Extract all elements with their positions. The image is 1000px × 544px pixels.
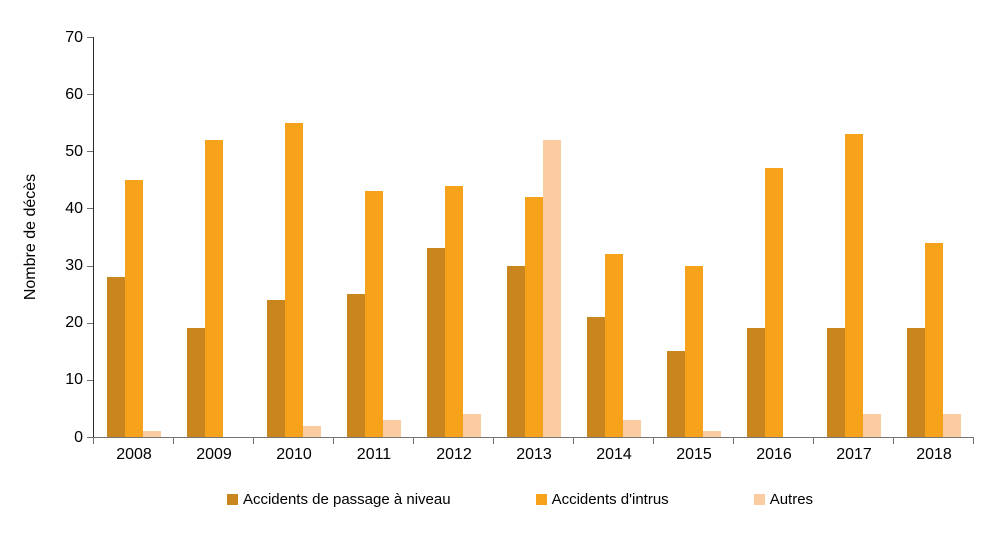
y-tick-label: 60	[65, 85, 83, 103]
y-tick-mark	[87, 265, 93, 267]
legend-swatch-icon	[753, 494, 765, 505]
bar	[187, 328, 205, 437]
legend-label: Accidents de passage à niveau	[242, 491, 451, 508]
bar	[445, 185, 463, 437]
y-tick-label: 30	[65, 257, 83, 275]
y-tick-mark	[87, 322, 93, 324]
bar	[907, 328, 925, 437]
bar	[747, 328, 765, 437]
bar	[507, 265, 525, 437]
x-axis-label: 2014	[596, 446, 632, 463]
legend-swatch-icon	[535, 494, 547, 505]
bar	[205, 139, 223, 437]
bar	[685, 265, 703, 437]
bar	[623, 419, 641, 437]
y-tick-label: 0	[74, 428, 83, 446]
legend-item: Accidents d'intrus	[535, 491, 669, 508]
legend: Accidents de passage à niveau Accidents d…	[0, 491, 1000, 508]
x-tick-mark	[93, 438, 94, 444]
bar	[303, 425, 321, 437]
y-tick-label: 70	[65, 28, 83, 46]
x-axis-label: 2013	[516, 446, 552, 463]
category-group	[414, 37, 494, 437]
category-group	[174, 37, 254, 437]
x-axis-label: 2016	[756, 446, 792, 463]
bar	[587, 317, 605, 437]
x-tick-mark	[253, 438, 254, 444]
bar	[463, 414, 481, 437]
y-tick-mark	[87, 208, 93, 210]
bar	[543, 139, 561, 437]
y-tick-mark	[87, 151, 93, 153]
x-tick-mark	[333, 438, 334, 444]
bar	[267, 299, 285, 437]
category-group	[654, 37, 734, 437]
bar	[925, 242, 943, 437]
category-group	[94, 37, 174, 437]
x-axis-label: 2012	[436, 446, 472, 463]
y-tick-label: 50	[65, 142, 83, 160]
bar	[365, 191, 383, 437]
bar	[765, 168, 783, 437]
legend-label: Autres	[769, 491, 814, 508]
x-axis-labels: 2008 2009 2010 2011 2012 2013 2014 2015 2016 2017…	[94, 446, 974, 464]
legend-swatch-icon	[226, 494, 238, 505]
bar	[863, 414, 881, 437]
x-axis-label: 2015	[676, 446, 712, 463]
x-tick-mark	[893, 438, 894, 444]
y-axis-line	[93, 37, 94, 438]
bar	[943, 414, 961, 437]
y-tick-label: 10	[65, 371, 83, 389]
y-tick-mark	[87, 379, 93, 381]
x-tick-mark	[173, 438, 174, 444]
x-axis-label: 2008	[116, 446, 152, 463]
category-group	[894, 37, 974, 437]
x-tick-mark	[493, 438, 494, 444]
category-group	[574, 37, 654, 437]
x-tick-mark	[973, 438, 974, 444]
x-tick-mark	[413, 438, 414, 444]
bar	[125, 179, 143, 437]
bar	[427, 248, 445, 437]
category-group	[734, 37, 814, 437]
y-tick-mark	[87, 94, 93, 96]
legend-item: Accidents de passage à niveau	[226, 491, 451, 508]
bar	[285, 122, 303, 437]
x-axis-label: 2011	[356, 446, 392, 463]
y-tick-mark	[87, 37, 93, 38]
y-tick-mark	[87, 437, 93, 438]
bar	[827, 328, 845, 437]
bar	[605, 254, 623, 437]
x-axis-line	[93, 437, 974, 438]
x-tick-mark	[653, 438, 654, 444]
bar	[845, 134, 863, 437]
x-axis-label: 2018	[916, 446, 952, 463]
x-tick-mark	[573, 438, 574, 444]
bar	[347, 294, 365, 437]
category-group	[814, 37, 894, 437]
x-tick-mark	[813, 438, 814, 444]
x-axis-label: 2010	[276, 446, 312, 463]
bar	[703, 431, 721, 437]
legend-item: Autres	[753, 491, 814, 508]
category-group	[494, 37, 574, 437]
y-tick-label: 40	[65, 199, 83, 217]
category-group	[254, 37, 334, 437]
x-tick-mark	[733, 438, 734, 444]
x-axis-label: 2017	[836, 446, 872, 463]
bar	[667, 351, 685, 437]
y-tick-label: 20	[65, 314, 83, 332]
bar	[525, 197, 543, 437]
plot-area	[94, 37, 974, 437]
x-axis-label: 2009	[196, 446, 232, 463]
category-group	[334, 37, 414, 437]
bar	[143, 431, 161, 437]
y-axis-title: Nombre de décès	[22, 173, 39, 301]
legend-label: Accidents d'intrus	[551, 491, 669, 508]
bar	[383, 419, 401, 437]
bar	[107, 277, 125, 437]
